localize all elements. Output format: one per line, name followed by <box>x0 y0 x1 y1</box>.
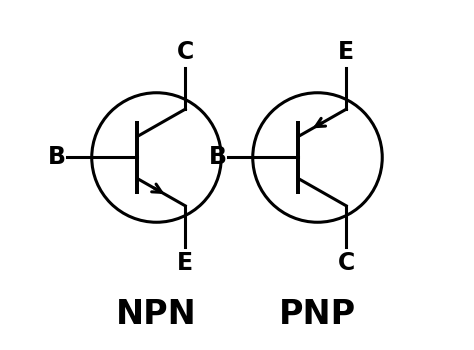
FancyBboxPatch shape <box>53 0 421 350</box>
Text: B: B <box>48 146 66 169</box>
Text: E: E <box>177 251 193 274</box>
Text: C: C <box>177 41 194 64</box>
Text: E: E <box>338 41 354 64</box>
Text: NPN: NPN <box>116 299 197 331</box>
Text: PNP: PNP <box>279 299 356 331</box>
Text: B: B <box>209 146 227 169</box>
Text: C: C <box>337 251 355 274</box>
